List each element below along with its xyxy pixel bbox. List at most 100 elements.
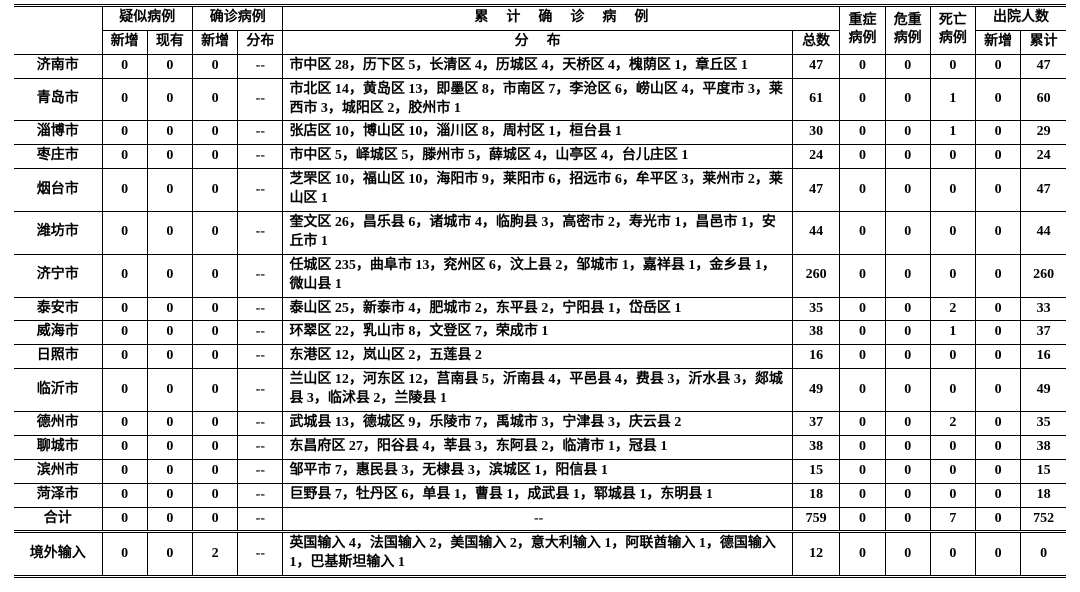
city-cell: 潍坊市 xyxy=(14,212,102,255)
critical-cell: 0 xyxy=(885,435,930,459)
dis-cum: 49 xyxy=(1021,369,1066,412)
table-row: 合计000----7590070752 xyxy=(14,507,1066,532)
sus-new: 0 xyxy=(102,121,147,145)
header-cumulative: 累计确诊病例 xyxy=(283,6,840,31)
total-cell: 38 xyxy=(792,435,840,459)
critical-cell: 0 xyxy=(885,321,930,345)
death-cell: 0 xyxy=(930,532,975,577)
death-cell: 0 xyxy=(930,483,975,507)
severe-cell: 0 xyxy=(840,121,885,145)
severe-cell: 0 xyxy=(840,54,885,78)
dis-new: 0 xyxy=(976,169,1021,212)
city-cell: 滨州市 xyxy=(14,459,102,483)
dis-cum: 33 xyxy=(1021,297,1066,321)
sus-exist: 0 xyxy=(147,369,192,412)
conf-new: 0 xyxy=(193,212,238,255)
conf-dist: -- xyxy=(238,321,283,345)
dis-new: 0 xyxy=(976,297,1021,321)
severe-cell: 0 xyxy=(840,145,885,169)
city-cell: 聊城市 xyxy=(14,435,102,459)
sus-exist: 0 xyxy=(147,321,192,345)
conf-dist: -- xyxy=(238,459,283,483)
total-cell: 61 xyxy=(792,78,840,121)
sus-new: 0 xyxy=(102,169,147,212)
table-row: 枣庄市000--市中区 5，峄城区 5，滕州市 5，薛城区 4，山亭区 4，台儿… xyxy=(14,145,1066,169)
total-cell: 38 xyxy=(792,321,840,345)
dis-new: 0 xyxy=(976,435,1021,459)
distribution-cell: 英国输入 4，法国输入 2，美国输入 2，意大利输入 1，阿联酋输入 1，德国输… xyxy=(283,532,792,577)
dis-cum: 260 xyxy=(1021,254,1066,297)
sus-new: 0 xyxy=(102,145,147,169)
sus-exist: 0 xyxy=(147,254,192,297)
distribution-cell: 任城区 235，曲阜市 13，兖州区 6，汶上县 2，邹城市 1，嘉祥县 1，金… xyxy=(283,254,792,297)
distribution-cell: 市北区 14，黄岛区 13，即墨区 8，市南区 7，李沧区 6，崂山区 4，平度… xyxy=(283,78,792,121)
dis-cum: 47 xyxy=(1021,54,1066,78)
table-row: 威海市000--环翠区 22，乳山市 8，文登区 7，荣成市 138001037 xyxy=(14,321,1066,345)
city-cell: 菏泽市 xyxy=(14,483,102,507)
distribution-cell: 巨野县 7，牡丹区 6，单县 1，曹县 1，成武县 1，郓城县 1，东明县 1 xyxy=(283,483,792,507)
sus-exist: 0 xyxy=(147,145,192,169)
header-conf-new: 新增 xyxy=(193,30,238,54)
conf-dist: -- xyxy=(238,483,283,507)
city-cell: 日照市 xyxy=(14,345,102,369)
death-cell: 1 xyxy=(930,78,975,121)
conf-dist: -- xyxy=(238,507,283,532)
distribution-cell: 奎文区 26，昌乐县 6，诸城市 4，临朐县 3，高密市 2，寿光市 1，昌邑市… xyxy=(283,212,792,255)
conf-new: 0 xyxy=(193,369,238,412)
death-cell: 0 xyxy=(930,345,975,369)
dis-cum: 47 xyxy=(1021,169,1066,212)
severe-cell: 0 xyxy=(840,412,885,436)
table-row: 境外输入002--英国输入 4，法国输入 2，美国输入 2，意大利输入 1，阿联… xyxy=(14,532,1066,577)
dis-cum: 60 xyxy=(1021,78,1066,121)
total-cell: 49 xyxy=(792,369,840,412)
header-conf-dist: 分布 xyxy=(238,30,283,54)
death-cell: 0 xyxy=(930,212,975,255)
sus-exist: 0 xyxy=(147,412,192,436)
city-cell: 威海市 xyxy=(14,321,102,345)
dis-cum: 37 xyxy=(1021,321,1066,345)
distribution-cell: 市中区 28，历下区 5，长清区 4，历城区 4，天桥区 4，槐荫区 1，章丘区… xyxy=(283,54,792,78)
dis-new: 0 xyxy=(976,483,1021,507)
dis-new: 0 xyxy=(976,507,1021,532)
table-row: 菏泽市000--巨野县 7，牡丹区 6，单县 1，曹县 1，成武县 1，郓城县 … xyxy=(14,483,1066,507)
dis-new: 0 xyxy=(976,321,1021,345)
critical-cell: 0 xyxy=(885,369,930,412)
sus-new: 0 xyxy=(102,54,147,78)
conf-new: 0 xyxy=(193,121,238,145)
table-row: 济宁市000--任城区 235，曲阜市 13，兖州区 6，汶上县 2，邹城市 1… xyxy=(14,254,1066,297)
death-cell: 0 xyxy=(930,169,975,212)
conf-dist: -- xyxy=(238,169,283,212)
table-row: 青岛市000--市北区 14，黄岛区 13，即墨区 8，市南区 7，李沧区 6，… xyxy=(14,78,1066,121)
death-cell: 1 xyxy=(930,121,975,145)
distribution-cell: -- xyxy=(283,507,792,532)
dis-new: 0 xyxy=(976,54,1021,78)
death-cell: 0 xyxy=(930,254,975,297)
dis-cum: 18 xyxy=(1021,483,1066,507)
city-cell: 泰安市 xyxy=(14,297,102,321)
dis-new: 0 xyxy=(976,145,1021,169)
distribution-cell: 邹平市 7，惠民县 3，无棣县 3，滨城区 1，阳信县 1 xyxy=(283,459,792,483)
death-cell: 7 xyxy=(930,507,975,532)
distribution-cell: 环翠区 22，乳山市 8，文登区 7，荣成市 1 xyxy=(283,321,792,345)
total-cell: 18 xyxy=(792,483,840,507)
sus-exist: 0 xyxy=(147,121,192,145)
sus-exist: 0 xyxy=(147,169,192,212)
dis-cum: 16 xyxy=(1021,345,1066,369)
critical-cell: 0 xyxy=(885,254,930,297)
severe-cell: 0 xyxy=(840,369,885,412)
conf-dist: -- xyxy=(238,532,283,577)
city-cell: 济宁市 xyxy=(14,254,102,297)
sus-new: 0 xyxy=(102,345,147,369)
dis-new: 0 xyxy=(976,369,1021,412)
conf-dist: -- xyxy=(238,212,283,255)
dis-cum: 24 xyxy=(1021,145,1066,169)
conf-dist: -- xyxy=(238,121,283,145)
conf-dist: -- xyxy=(238,78,283,121)
conf-new: 0 xyxy=(193,345,238,369)
sus-exist: 0 xyxy=(147,78,192,121)
sus-new: 0 xyxy=(102,369,147,412)
conf-dist: -- xyxy=(238,369,283,412)
table-row: 泰安市000--泰山区 25，新泰市 4，肥城市 2，东平县 2，宁阳县 1，岱… xyxy=(14,297,1066,321)
dis-new: 0 xyxy=(976,412,1021,436)
sus-new: 0 xyxy=(102,532,147,577)
